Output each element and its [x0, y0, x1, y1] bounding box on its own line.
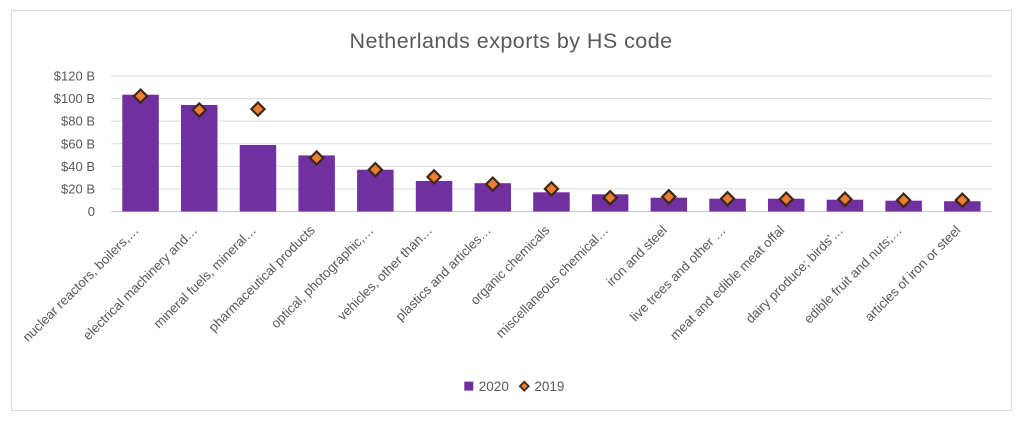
svg-text:$100 B: $100 B — [54, 91, 95, 106]
svg-text:$20 B: $20 B — [61, 181, 95, 196]
svg-text:2019: 2019 — [534, 379, 564, 394]
svg-text:$60 B: $60 B — [61, 136, 95, 151]
svg-text:$80 B: $80 B — [61, 114, 95, 129]
svg-text:2020: 2020 — [479, 379, 509, 394]
svg-text:0: 0 — [88, 204, 95, 219]
svg-text:$120 B: $120 B — [54, 69, 95, 84]
svg-text:$40 B: $40 B — [61, 159, 95, 174]
svg-text:Netherlands exports by HS code: Netherlands exports by HS code — [349, 29, 672, 53]
